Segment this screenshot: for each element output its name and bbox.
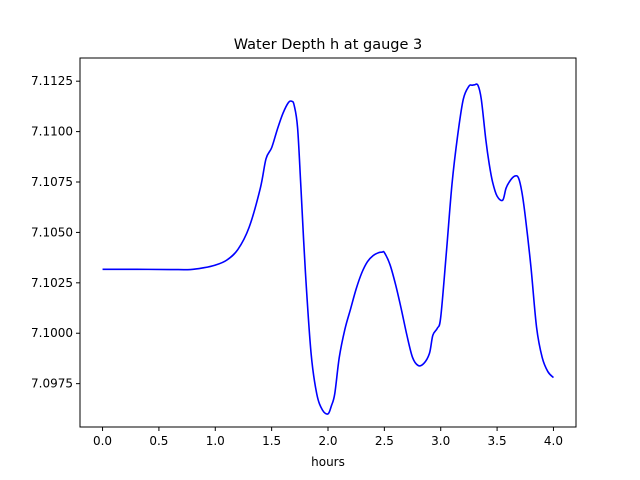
y-tick-label: 7.1100: [31, 125, 73, 139]
y-tick-label: 7.1125: [31, 74, 73, 88]
x-tick-label: 1.5: [262, 434, 281, 448]
x-tick-label: 0.5: [149, 434, 168, 448]
series-layer: [102, 83, 555, 415]
x-tick-label: 4.0: [544, 434, 563, 448]
y-tick-label: 7.1075: [31, 175, 73, 189]
series-line: [102, 83, 555, 415]
y-tick-label: 7.1025: [31, 276, 73, 290]
plot-area: [80, 58, 576, 427]
x-tick-label: 0.0: [93, 434, 112, 448]
x-tick-label: 3.5: [488, 434, 507, 448]
x-axis-label: hours: [311, 455, 345, 469]
y-tick-label: 7.0975: [31, 377, 73, 391]
y-axis: 7.0975 7.1000 7.1025 7.1050 7.1075 7.1100 7.11…: [31, 74, 80, 391]
x-axis: 0.0 0.5 1.0 1.5 2.0 2.5 3.0 3.5 4.0: [93, 427, 563, 448]
y-tick-label: 7.1000: [31, 326, 73, 340]
x-tick-label: 2.5: [375, 434, 394, 448]
y-tick-label: 7.1050: [31, 225, 73, 239]
chart-title: Water Depth h at gauge 3: [234, 37, 422, 53]
x-tick-label: 1.0: [206, 434, 225, 448]
x-tick-label: 2.0: [318, 434, 337, 448]
x-tick-label: 3.0: [431, 434, 450, 448]
